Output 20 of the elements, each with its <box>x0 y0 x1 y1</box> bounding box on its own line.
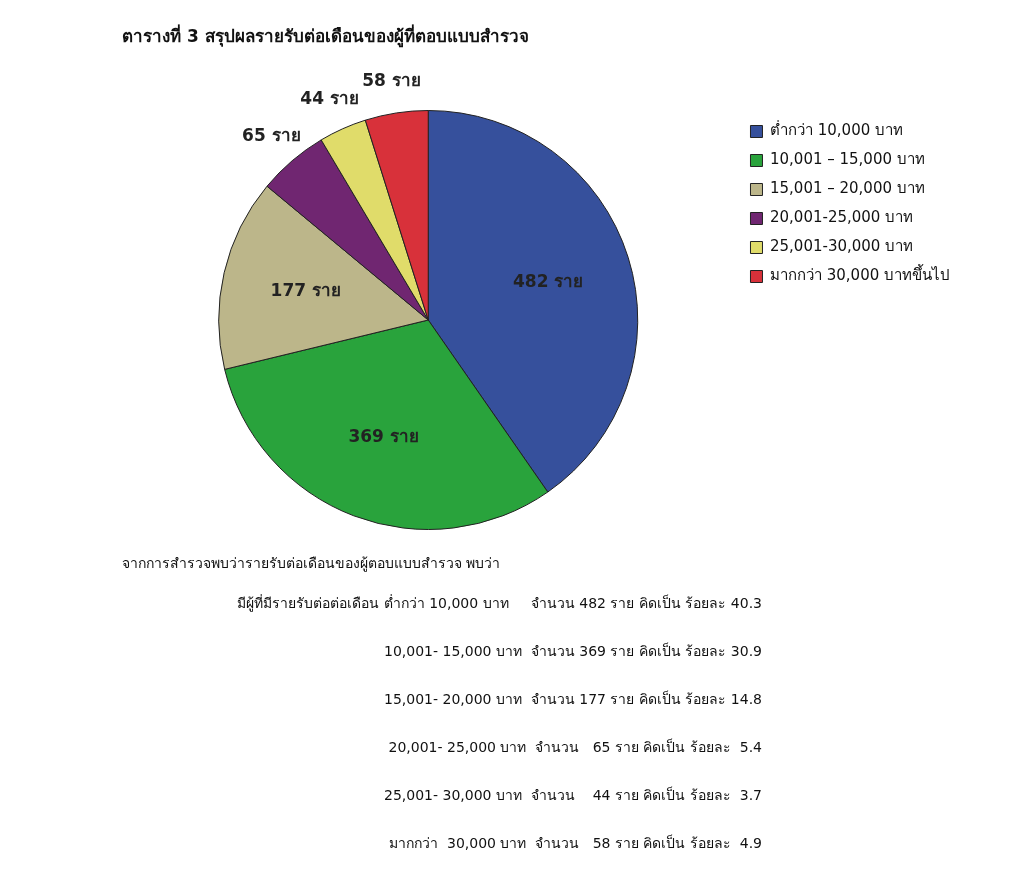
legend-label: 15,001 – 20,000 บาท <box>769 179 925 198</box>
legend-label: 20,001-25,000 บาท <box>769 208 914 227</box>
text: จากการสำรวจพบว่ารายรับต่อเดือนของผู้ตอบแบบสำรวจ พบว่า <box>122 554 502 574</box>
text: 20,001- 25,000 บาท จำนวน 65 ราย คิดเป็น ร้อยละ 5.4 <box>387 737 762 757</box>
text: 10,001- 15,000 บาท จำนวน 369 ราย คิดเป็น ร้อยละ 30.9 <box>383 641 762 661</box>
text: 25,001- 30,000 บาท จำนวน 44 ราย คิดเป็น ร้อยละ 3.7 <box>383 785 762 805</box>
data-label: 177 ราย <box>270 280 341 301</box>
chart-title: ตารางที่ 3 สรุปผลรายรับต่อเดือนของผู้ที่ตอบแบบสำรวจ <box>122 23 529 49</box>
data-label: 58 ราย <box>362 69 421 90</box>
data-label: 482 ราย <box>512 270 584 291</box>
legend-label: มากกว่า 30,000 บาทขึ้นไป <box>769 264 951 285</box>
legend-label: 25,001-30,000 บาท <box>769 237 914 256</box>
legend-label: ต่ำกว่า 10,000 บาท <box>769 119 904 140</box>
data-label: 369 ราย <box>348 425 419 446</box>
legend-label: 10,001 – 15,000 บาท <box>769 150 925 169</box>
text: มีผู้ที่มีรายรับต่อต่อเดือน ต่ำกว่า 10,000 บาท จำนวน 482 ราย คิดเป็น ร้อยละ 40.3 <box>236 593 762 614</box>
text: มากกว่า 30,000 บาท จำนวน 58 ราย คิดเป็น ร้อยละ 4.9 <box>388 833 762 853</box>
data-label: 44 ราย <box>300 87 359 108</box>
text: 15,001- 20,000 บาท จำนวน 177 ราย คิดเป็น ร้อยละ 14.8 <box>383 689 762 709</box>
data-label: 65 ราย <box>242 124 301 145</box>
